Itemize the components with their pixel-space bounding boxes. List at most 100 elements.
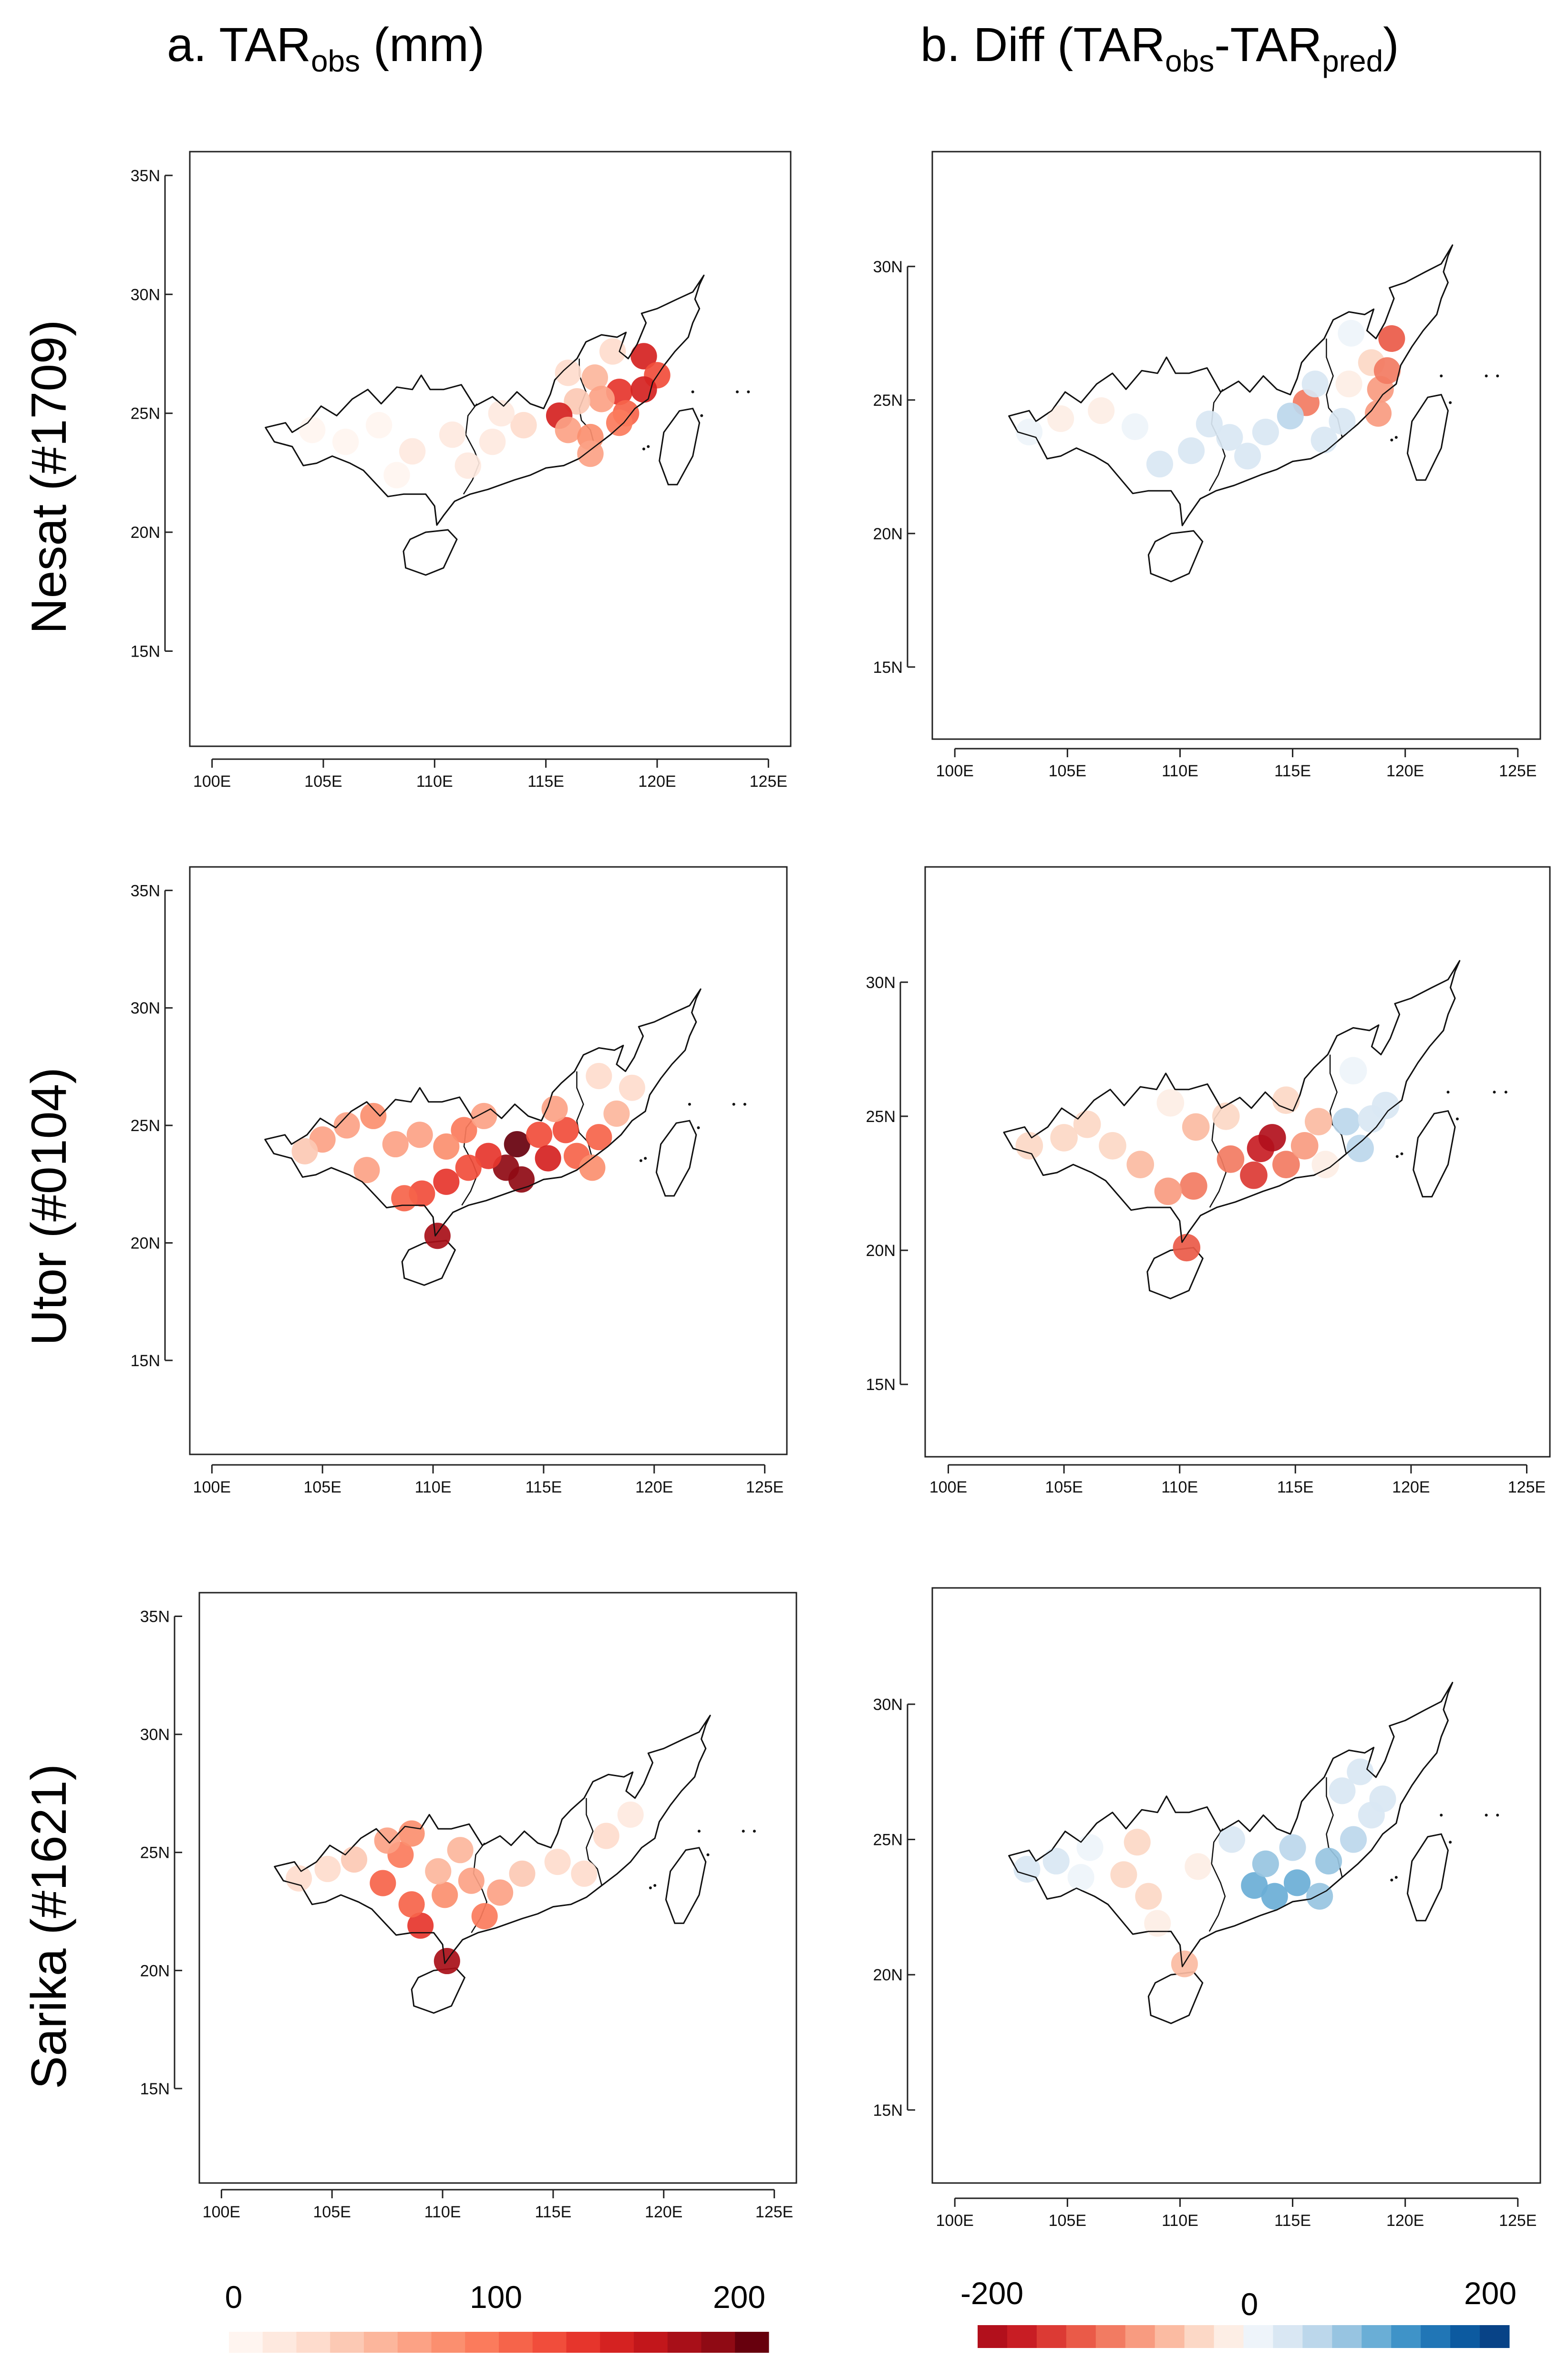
coastline [1008,1682,1454,1967]
station-point [353,1157,380,1184]
legend-obs-swatch [667,2332,701,2353]
x-tick-label: 115E [1274,762,1311,780]
station-point [630,343,657,370]
station-point [1124,1829,1151,1856]
x-tick-label: 105E [1049,2212,1086,2230]
station-point [564,388,590,415]
x-tick-label: 100E [203,2203,240,2221]
x-tick-label: 120E [1386,762,1424,780]
station-point [1340,1826,1367,1853]
islet [1455,1117,1459,1121]
islet [1493,1091,1496,1094]
station-point [541,1096,568,1123]
legend-obs-swatch [634,2332,668,2353]
station-point [454,452,482,479]
station-point [1332,1108,1360,1135]
y-tick-label: 25N [131,405,160,423]
station-point [1279,1834,1306,1861]
province-border [1329,1054,1347,1154]
legend-diff-swatch [1391,2325,1421,2348]
legend-diff-swatch [1362,2325,1392,2348]
y-tick-label: 20N [140,1962,170,1980]
legend-diff-swatch [1480,2325,1510,2348]
taiwan-outline [655,1120,697,1197]
coastline [265,275,705,526]
legend-obs-colorbar [229,2332,769,2353]
station-point [1261,1883,1288,1910]
islet [706,1853,710,1856]
y-tick-label: 15N [873,659,903,677]
station-point [577,440,604,467]
legend-obs-swatch [499,2332,533,2353]
y-tick-label: 15N [140,2080,170,2098]
y-tick-label: 15N [131,642,160,660]
station-point [1241,1872,1268,1899]
station-point [619,1074,645,1101]
x-tick-label: 105E [313,2203,351,2221]
station-point [1240,1161,1268,1189]
station-point [603,1100,630,1127]
x-tick-label: 100E [936,762,974,780]
station-point [458,1867,485,1894]
station-point [1196,411,1223,438]
islet [688,1102,691,1106]
station-point [1329,408,1356,435]
station-point [1301,371,1329,398]
islet [1485,374,1488,378]
station-point [552,1117,579,1143]
x-tick-label: 125E [750,772,787,791]
legend-diff-swatch [1184,2325,1215,2348]
panel-a-nesat: 100E 105E 110E 115E 120E 125E 35N 30N 25N 20N 15N [131,151,792,791]
row-label-utor: Utor (#0104) [21,1067,77,1346]
station-point [1042,1847,1070,1874]
x-tick-label: 125E [1508,1478,1546,1496]
x-tick-label: 120E [635,1478,673,1496]
station-point [398,1820,425,1847]
x-tick-label: 110E [416,772,453,791]
legend-diff-swatch [1125,2325,1155,2348]
coastline [274,1715,711,1964]
station-point [332,428,359,455]
y-tick-label: 20N [131,1234,160,1252]
station-point [1364,400,1392,427]
legend-diff-swatch [1036,2325,1067,2348]
station-point [586,1124,612,1151]
station-point [1135,1883,1162,1910]
x-tick-label: 110E [1162,2212,1198,2230]
station-point [1277,402,1304,430]
station-point [1047,405,1074,433]
station-point [1290,1132,1319,1160]
legend-diff: -200 0 200 [960,2276,1516,2348]
legend-diff-swatch [1155,2325,1185,2348]
x-tick-label: 115E [1277,1478,1314,1496]
islet [1390,438,1393,442]
islet [644,1157,647,1160]
station-point [471,1102,497,1129]
station-point [451,1117,477,1143]
station-point [1212,1102,1240,1130]
station-point [509,1860,536,1887]
islet [691,390,694,393]
station-point [1346,1134,1374,1163]
islet [753,1830,756,1833]
hainan-outline [411,1967,466,2014]
station-point [571,1860,598,1887]
station-point [1329,1777,1356,1804]
y-tick-label: 20N [866,1242,896,1260]
y-tick-label: 25N [873,391,903,410]
station-point [544,1848,571,1875]
station-point [1369,1785,1396,1813]
y-tick-label: 30N [873,258,903,276]
coastline [1008,244,1454,526]
islet [732,1102,735,1106]
legend-diff-label-mid: 0 [1241,2286,1259,2322]
y-tick-label: 15N [131,1352,160,1370]
legend-obs-swatch [701,2332,735,2353]
station-point [398,1891,425,1918]
islet [639,1159,642,1162]
legend-obs-swatch [600,2332,634,2353]
legend-obs-swatch [532,2332,567,2353]
legend-obs-swatch [566,2332,600,2353]
